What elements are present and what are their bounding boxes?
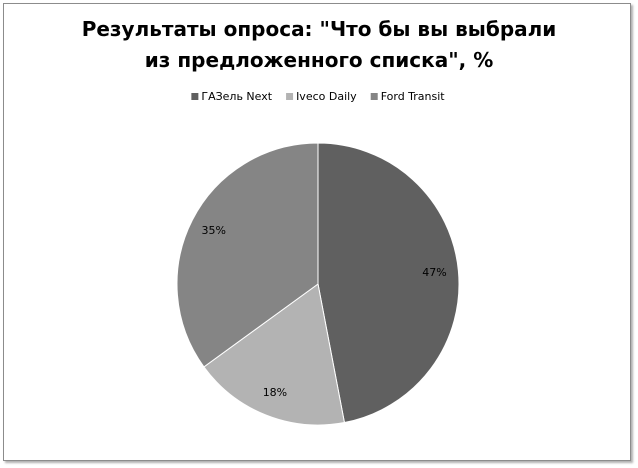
pie-slice [176,142,319,368]
legend-label: ГАЗель Next [201,90,272,103]
legend-marker [191,93,199,100]
legend-label: Ford Transit [381,90,446,103]
legend-label: Iveco Daily [296,90,357,103]
pie-slice [203,283,346,426]
data-label: 47% [422,266,446,279]
data-label: 35% [201,224,225,237]
pie-slice [317,142,460,424]
legend-marker [370,93,378,100]
legend-marker [286,93,294,100]
data-label: 18% [263,386,287,399]
chart-title: Результаты опроса: "Что бы вы выбрали из… [81,17,557,72]
